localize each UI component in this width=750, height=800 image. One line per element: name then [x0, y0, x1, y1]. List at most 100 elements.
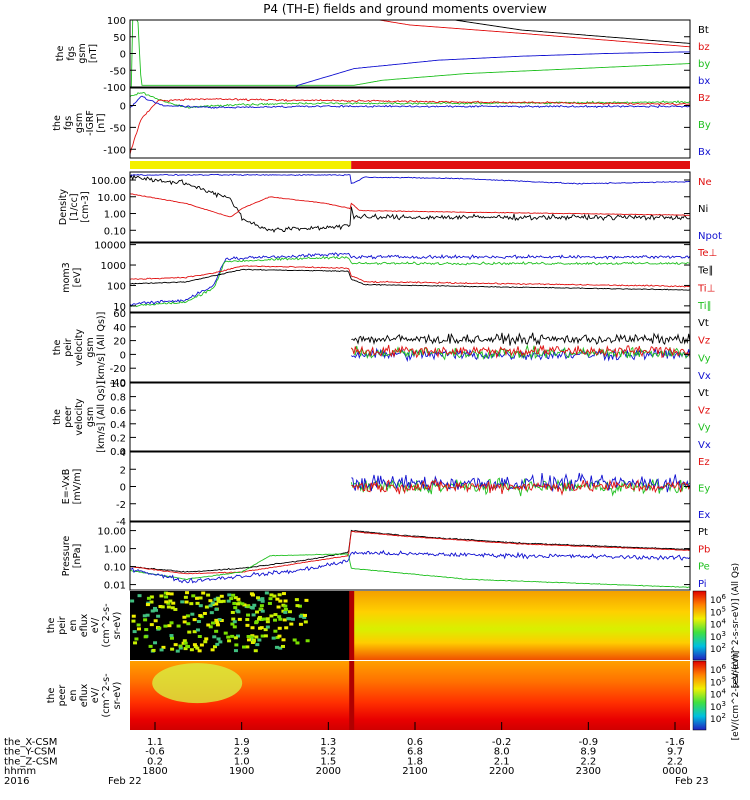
panel-density: 100.00 10.00 1.00 0.10 Ne Ni Npot Density [1/cc]…	[58, 171, 722, 243]
x-tick-label: 2000	[316, 766, 341, 777]
legend-Npot: Npot	[698, 231, 722, 242]
x-tick-label: 2200	[489, 766, 514, 777]
colorbar-tick-label: 103	[710, 630, 726, 643]
x-tick-label: 1.0	[234, 756, 250, 767]
colorbar	[692, 590, 707, 661]
y-tick-label: 100	[107, 16, 126, 27]
legend-Ex: Ex	[698, 510, 710, 521]
y-tick-label: 1.00	[104, 210, 126, 221]
x-tick-label: 1.5	[320, 756, 336, 767]
colorbar-label: [eV/(cm^2-s-sr-eV)]	[731, 651, 741, 741]
panel-fgs_gsm: 100 50 0 -50 -100 Bt bz by bx the fgs gsm [nT]	[55, 16, 710, 94]
spectrogram-gap	[349, 661, 355, 730]
legend-Pi: Pi	[698, 579, 707, 590]
x-tick-label: 2300	[576, 766, 601, 777]
x-tick-label: 2.2	[580, 756, 596, 767]
y-tick-label: 10000	[94, 241, 126, 252]
y-tick-label: -40	[110, 378, 126, 389]
x-tick-label: 2.1	[494, 756, 510, 767]
y-axis-label: [km/s] (All Qs)]	[96, 312, 107, 384]
x-tick-label: 6.8	[407, 747, 423, 758]
x-axis-date-start: Feb 22	[108, 776, 142, 787]
y-axis-label: the	[46, 618, 57, 634]
y-tick-label: -100	[103, 145, 126, 156]
x-axis-row-label: the_Y-CSM	[4, 747, 56, 758]
legend-Ey: Ey	[698, 484, 710, 495]
x-axis-year: 2016	[4, 776, 29, 787]
x-tick-label: -1.6	[665, 737, 685, 748]
panel-pressure: 10.00 1.00 0.10 0.01 Pt Pb Pe Pi Pressure [nPa]	[61, 521, 710, 592]
y-tick-label: 100.00	[91, 176, 126, 187]
y-axis-label: [cm-3]	[80, 191, 91, 222]
mode-bar-slow-survey	[130, 161, 352, 169]
legend-Vy: Vy	[698, 353, 711, 364]
x-tick-label: 5.2	[320, 747, 336, 758]
plot-frame	[129, 521, 691, 591]
y-tick-label: 4	[120, 448, 126, 459]
legend-By: By	[698, 120, 711, 131]
legend-Vx: Vx	[698, 440, 711, 451]
y-axis-label: peir	[63, 338, 74, 357]
colorbar-tick-label: 106	[710, 593, 726, 606]
y-axis-label: the	[55, 46, 66, 62]
y-axis-label: peer	[57, 685, 68, 707]
legend-Vt: Vt	[698, 318, 709, 329]
x-tick-label: -0.2	[492, 737, 512, 748]
legend-Te∥: Te∥	[697, 266, 714, 277]
y-tick-label: 0.6	[110, 406, 126, 417]
y-axis-label: Density	[58, 189, 69, 225]
legend-Ne: Ne	[698, 177, 712, 188]
x-tick-label: 0.2	[147, 756, 163, 767]
figure-title: P4 (TH-E) fields and ground moments over…	[263, 2, 547, 16]
y-axis-label: peer	[63, 406, 74, 428]
legend-Ni: Ni	[698, 204, 708, 215]
y-axis-label: (cm^2-s-	[101, 604, 112, 648]
legend-Vz: Vz	[698, 336, 710, 347]
panel-fgs_gsm_igrf: 0 -50 -100 Bz By Bx the fgs gsm -IGRF [nT]	[52, 87, 711, 159]
y-axis-label: the	[52, 115, 63, 131]
y-axis-label: eflux	[79, 613, 90, 637]
plot-frame	[129, 242, 691, 313]
y-tick-label: 0	[120, 50, 126, 61]
series-line-black	[351, 332, 691, 346]
legend-Pe: Pe	[698, 562, 710, 573]
legend-Ti⊥: Ti⊥	[697, 283, 715, 294]
legend-Ti∥: Ti∥	[697, 301, 712, 312]
y-axis-label: sr-eV)	[112, 612, 123, 640]
colorbar-tick-label: 102	[710, 642, 726, 655]
series-line-black	[129, 268, 691, 291]
series-line-red	[129, 193, 691, 218]
y-axis-label: peir	[57, 616, 68, 635]
y-tick-label: 1.00	[104, 545, 126, 556]
plot-area	[130, 522, 690, 590]
legend-Pt: Pt	[698, 527, 708, 538]
legend-Bx: Bx	[698, 147, 711, 158]
y-tick-label: -50	[110, 66, 126, 77]
x-tick-label: 8.9	[580, 747, 596, 758]
colorbar-tick-label: 104	[710, 618, 726, 631]
plot-area	[130, 313, 690, 382]
y-axis-label: [1/cc]	[69, 193, 80, 220]
y-tick-label: 50	[113, 33, 126, 44]
y-tick-label: 10.00	[97, 527, 126, 538]
y-tick-label: 10.00	[97, 193, 126, 204]
y-tick-label: 0.10	[104, 226, 126, 237]
y-tick-label: 40	[113, 323, 126, 334]
colorbar-tick-label: 103	[710, 700, 726, 713]
x-tick-label: 1.1	[147, 737, 163, 748]
colorbar	[692, 660, 707, 731]
x-tick-label: 1.3	[320, 737, 336, 748]
y-tick-label: 0.01	[104, 581, 126, 592]
y-tick-label: -100	[103, 83, 126, 94]
legend-Vz: Vz	[698, 405, 710, 416]
series-line-green	[129, 255, 691, 308]
x-tick-label: 8.0	[494, 747, 510, 758]
x-tick-label: -0.9	[579, 737, 599, 748]
y-tick-label: 0	[120, 102, 126, 113]
x-tick-label: 9.7	[667, 747, 683, 758]
plot-area	[130, 243, 690, 312]
series-line-green	[130, 19, 691, 88]
y-tick-label: -20	[110, 364, 126, 375]
x-tick-label: 1800	[142, 766, 167, 777]
